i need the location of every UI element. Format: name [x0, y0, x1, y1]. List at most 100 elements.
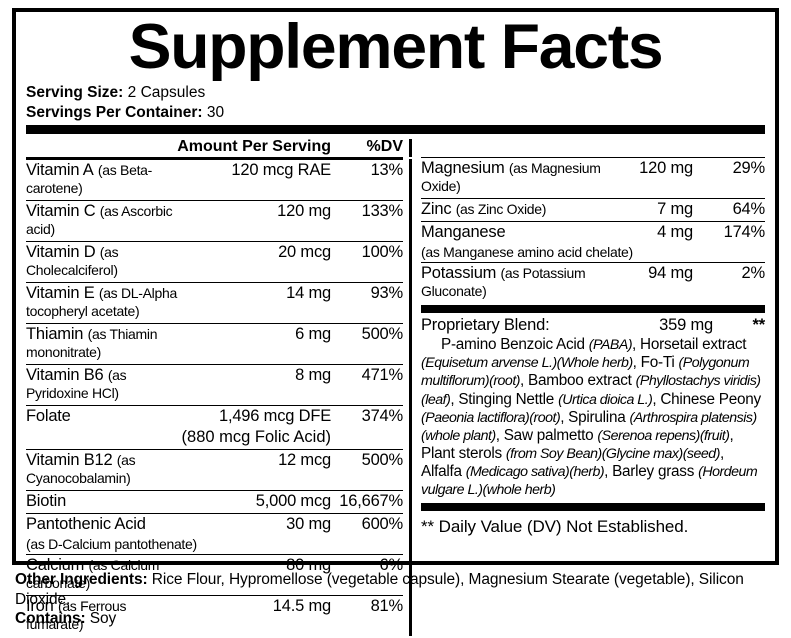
table-row: Potassium (as Potassium Gluconate) 94 mg 2…: [421, 263, 765, 303]
row-rule: [26, 405, 403, 407]
row-rule: [26, 513, 403, 515]
page-title: Supplement Facts: [128, 12, 664, 82]
column-divider-body: [409, 159, 412, 637]
servings-per-container-value: 30: [206, 103, 225, 121]
servings-per-container-line: Servings Per Container: 30: [26, 103, 765, 123]
table-row: Biotin 5,000 mcg 16,667%: [26, 491, 403, 514]
nutrient-name-cell: Iron (as Ferrous fumarate): [26, 597, 127, 633]
row-rule: [26, 200, 403, 202]
nutrient-dv-cell: 500%: [361, 325, 404, 344]
nutrient-table-left: Amount Per Serving %DV: [26, 137, 403, 157]
blend-divider-bar: [421, 305, 765, 314]
contains-value: Soy: [89, 610, 117, 628]
serving-info: Serving Size: 2 Capsules Servings Per Co…: [26, 83, 765, 123]
serving-size-label: Serving Size:: [26, 83, 124, 101]
nutrient-name-cell: Calcium (as Calcium carbonate): [26, 556, 160, 592]
row-rule: [26, 595, 403, 597]
nutrient-dv-cell: 29%: [732, 159, 766, 178]
nutrient-list-right: Magnesium (as Magnesium Oxide) 120 mg 29% Z…: [412, 157, 765, 636]
nutrient-dv-cell: 2%: [741, 264, 766, 283]
other-ingredients-value: Rice Flour, Hypromellose (vegetable caps…: [15, 571, 744, 608]
nutrient-amount-cell: 120 mg: [639, 159, 693, 178]
contains-line: Contains: Soy: [15, 609, 777, 629]
serving-size-value: 2 Capsules: [127, 83, 206, 101]
nutrient-dv-cell: 93%: [370, 284, 404, 303]
nutrient-name-cell: Vitamin B6 (as Pyridoxine HCl): [26, 366, 127, 402]
nutrient-name-cell: Folate: [26, 407, 71, 426]
proprietary-blend-name: Proprietary Blend:: [421, 316, 550, 335]
nutrient-amount-cell: 14.5 mg: [272, 597, 331, 616]
row-rule: [421, 221, 765, 223]
nutrient-dv-cell: 100%: [361, 243, 404, 262]
nutrient-list-left: Vitamin A (as Beta-carotene) 120 mcg RAE 1…: [26, 157, 409, 636]
nutrient-name-cell: Vitamin B12 (as Cyanocobalamin): [26, 451, 136, 487]
servings-per-container-label: Servings Per Container:: [26, 103, 203, 121]
proprietary-blend-header: Proprietary Blend: 359 mg **: [421, 315, 765, 335]
nutrient-name-cell: Magnesium (as Magnesium Oxide): [421, 159, 601, 195]
row-rule: [421, 262, 765, 264]
nutrient-amount-cell: 12 mcg: [278, 451, 331, 470]
row-rule: [26, 157, 403, 162]
row-rule: [26, 449, 403, 451]
nutrient-amount-cell: 7 mg: [657, 200, 693, 219]
nutrient-dv-cell: 13%: [370, 161, 404, 180]
nutrient-columns-body: Vitamin A (as Beta-carotene) 120 mcg RAE 1…: [26, 157, 765, 637]
nutrient-name-cell: Vitamin A (as Beta-carotene): [26, 161, 153, 197]
nutrient-amount-cell: 6 mg: [295, 325, 331, 344]
nutrient-dv-cell: 6%: [379, 556, 404, 575]
row-rule: [26, 490, 403, 492]
nutrient-amount-cell: 14 mg: [286, 284, 331, 303]
table-row: Pantothenic Acid 30 mg 600%: [26, 514, 403, 536]
nutrient-dv-cell: 81%: [370, 597, 404, 616]
nutrient-columns: Amount Per Serving %DV: [26, 137, 765, 158]
nutrient-source-row: (as D-Calcium pantothenate): [26, 536, 197, 553]
nutrient-name-cell: Manganese: [421, 223, 506, 242]
table-row: Thiamin (as Thiamin mononitrate) 6 mg 500%: [26, 324, 403, 365]
footer: Other Ingredients: Rice Flour, Hypromell…: [12, 565, 779, 629]
nutrient-amount-cell: 120 mg: [277, 202, 331, 221]
table-row: Vitamin B6 (as Pyridoxine HCl) 8 mg 471%: [26, 365, 403, 406]
table-row: Zinc (as Zinc Oxide) 7 mg 64%: [421, 199, 765, 222]
nutrient-subline-row: (880 mcg Folic Acid): [181, 428, 331, 447]
nutrient-amount-cell: 120 mcg RAE: [231, 161, 331, 180]
serving-size-line: Serving Size: 2 Capsules: [26, 83, 765, 103]
other-ingredients-line: Other Ingredients: Rice Flour, Hypromell…: [15, 570, 777, 609]
right-rows-body: Magnesium (as Magnesium Oxide) 120 mg 29% Z…: [421, 157, 766, 304]
table-row: Vitamin C (as Ascorbic acid) 120 mg 133%: [26, 201, 403, 242]
proprietary-blend-dv: **: [752, 316, 766, 335]
table-row: Vitamin E (as DL-Alpha tocopheryl acetat…: [26, 283, 403, 324]
nutrient-dv-cell: 600%: [361, 515, 404, 534]
other-ingredients-label: Other Ingredients:: [15, 571, 148, 588]
nutrient-name-cell: Pantothenic Acid: [26, 515, 146, 534]
proprietary-blend-amount: 359 mg: [659, 316, 713, 335]
row-rule: [421, 198, 765, 200]
nutrient-amount-cell: 94 mg: [648, 264, 693, 283]
nutrient-amount-cell: 4 mg: [657, 223, 693, 242]
nutrient-amount-cell: 30 mg: [286, 515, 331, 534]
table-row: Manganese 4 mg 174%: [421, 222, 765, 244]
nutrient-name-cell: Zinc (as Zinc Oxide): [421, 200, 547, 219]
table-row: Folate 1,496 mcg DFE 374%: [26, 406, 403, 428]
proprietary-blend-ingredients: P-amino Benzoic Acid (PABA), Horsetail e…: [421, 336, 761, 498]
nutrient-dv-cell: 16,667%: [339, 492, 403, 511]
contains-label: Contains:: [15, 610, 86, 628]
nutrient-name-cell: Vitamin E (as DL-Alpha tocopheryl acetat…: [26, 284, 177, 320]
nutrient-dv-cell: 64%: [732, 200, 766, 219]
nutrient-amount-cell: 8 mg: [295, 366, 331, 385]
row-rule: [421, 157, 765, 159]
nutrient-column-right-header-spacer: [412, 137, 765, 157]
nutrient-table-left-rows: Vitamin A (as Beta-carotene) 120 mcg RAE 1…: [26, 157, 403, 636]
nutrient-dv-cell: 374%: [361, 407, 404, 426]
nutrient-name-cell: Vitamin C (as Ascorbic acid): [26, 202, 173, 238]
nutrient-amount-cell: 20 mcg: [278, 243, 331, 262]
column-divider: [409, 139, 412, 158]
row-rule: [26, 364, 403, 366]
nutrient-table-right-rows: Magnesium (as Magnesium Oxide) 120 mg 29% Z…: [421, 157, 765, 303]
dv-header: %DV: [366, 138, 403, 156]
table-header-row: Amount Per Serving %DV: [26, 137, 403, 157]
table-row: Iron (as Ferrous fumarate) 14.5 mg 81%: [26, 596, 403, 636]
nutrient-column-left: Amount Per Serving %DV: [26, 137, 409, 157]
row-rule: [26, 282, 403, 284]
nutrient-table-left-body: Amount Per Serving %DV: [26, 137, 403, 157]
